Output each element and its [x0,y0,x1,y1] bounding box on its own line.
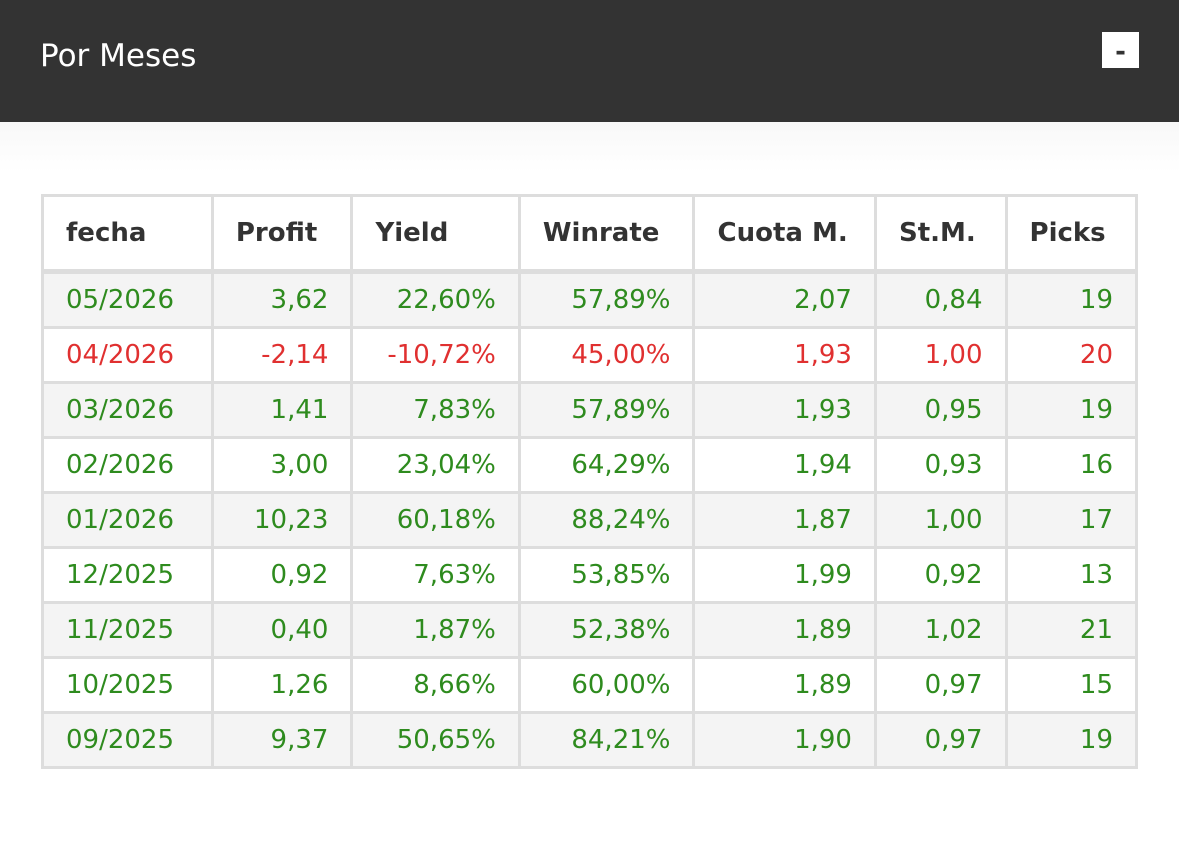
cell-cuota: 1,94 [692,436,877,494]
cell-picks: 20 [1004,326,1139,384]
cell-picks: 19 [1004,381,1139,439]
table-row: 11/2025 0,40 1,87% 52,38% 1,89 1,02 21 [41,601,1139,659]
cell-profit: 10,23 [210,491,354,549]
cell-stm: 0,84 [873,270,1008,329]
column-header-fecha[interactable]: fecha [41,194,214,274]
cell-stm: 1,00 [873,491,1008,549]
cell-picks: 21 [1004,601,1139,659]
cell-yield: 7,83% [350,381,521,439]
cell-profit: 3,62 [210,270,354,329]
cell-fecha: 03/2026 [41,381,214,439]
table-row: 10/2025 1,26 8,66% 60,00% 1,89 0,97 15 [41,656,1139,714]
cell-picks: 16 [1004,436,1139,494]
cell-cuota: 1,99 [692,546,877,604]
collapse-button[interactable]: - [1102,32,1139,68]
column-header-stm[interactable]: St.M. [873,194,1008,274]
cell-stm: 0,92 [873,546,1008,604]
cell-profit: 3,00 [210,436,354,494]
cell-winrate: 57,89% [517,381,696,439]
cell-stm: 0,95 [873,381,1008,439]
cell-fecha: 11/2025 [41,601,214,659]
cell-stm: 0,93 [873,436,1008,494]
cell-picks: 19 [1004,270,1139,329]
cell-stm: 1,00 [873,326,1008,384]
cell-stm: 0,97 [873,656,1008,714]
cell-profit: 0,40 [210,601,354,659]
cell-picks: 17 [1004,491,1139,549]
cell-winrate: 84,21% [517,711,696,769]
cell-winrate: 57,89% [517,270,696,329]
cell-fecha: 04/2026 [41,326,214,384]
cell-picks: 13 [1004,546,1139,604]
cell-yield: 50,65% [350,711,521,769]
table-row: 01/2026 10,23 60,18% 88,24% 1,87 1,00 17 [41,491,1139,549]
cell-cuota: 1,93 [692,381,877,439]
cell-fecha: 02/2026 [41,436,214,494]
cell-winrate: 64,29% [517,436,696,494]
cell-profit: 0,92 [210,546,354,604]
cell-yield: 22,60% [350,270,521,329]
table-row: 05/2026 3,62 22,60% 57,89% 2,07 0,84 19 [41,270,1139,329]
cell-winrate: 52,38% [517,601,696,659]
cell-cuota: 1,89 [692,656,877,714]
cell-stm: 1,02 [873,601,1008,659]
cell-profit: -2,14 [210,326,354,384]
column-header-profit[interactable]: Profit [210,194,354,274]
column-header-winrate[interactable]: Winrate [517,194,696,274]
table-row: 02/2026 3,00 23,04% 64,29% 1,94 0,93 16 [41,436,1139,494]
cell-winrate: 45,00% [517,326,696,384]
cell-yield: 23,04% [350,436,521,494]
table-row: 04/2026 -2,14 -10,72% 45,00% 1,93 1,00 20 [41,326,1139,384]
cell-yield: 1,87% [350,601,521,659]
table-row: 12/2025 0,92 7,63% 53,85% 1,99 0,92 13 [41,546,1139,604]
panel-title: Por Meses [40,38,197,74]
column-header-cuota[interactable]: Cuota M. [692,194,877,274]
cell-winrate: 60,00% [517,656,696,714]
table-header-row: fecha Profit Yield Winrate Cuota M. St.M… [41,194,1139,274]
cell-fecha: 09/2025 [41,711,214,769]
cell-fecha: 12/2025 [41,546,214,604]
cell-cuota: 1,93 [692,326,877,384]
cell-fecha: 05/2026 [41,270,214,329]
column-header-picks[interactable]: Picks [1004,194,1139,274]
cell-picks: 19 [1004,711,1139,769]
cell-yield: -10,72% [350,326,521,384]
panel-header: Por Meses - [0,0,1179,122]
cell-fecha: 01/2026 [41,491,214,549]
cell-cuota: 1,90 [692,711,877,769]
cell-winrate: 88,24% [517,491,696,549]
cell-cuota: 2,07 [692,270,877,329]
cell-stm: 0,97 [873,711,1008,769]
cell-winrate: 53,85% [517,546,696,604]
table-row: 03/2026 1,41 7,83% 57,89% 1,93 0,95 19 [41,381,1139,439]
cell-cuota: 1,87 [692,491,877,549]
cell-yield: 7,63% [350,546,521,604]
cell-profit: 9,37 [210,711,354,769]
cell-cuota: 1,89 [692,601,877,659]
cell-yield: 60,18% [350,491,521,549]
cell-fecha: 10/2025 [41,656,214,714]
column-header-yield[interactable]: Yield [350,194,521,274]
cell-profit: 1,26 [210,656,354,714]
cell-yield: 8,66% [350,656,521,714]
table-row: 09/2025 9,37 50,65% 84,21% 1,90 0,97 19 [41,711,1139,769]
cell-profit: 1,41 [210,381,354,439]
cell-picks: 15 [1004,656,1139,714]
monthly-stats-table: fecha Profit Yield Winrate Cuota M. St.M… [41,194,1139,769]
panel-body: fecha Profit Yield Winrate Cuota M. St.M… [0,122,1179,841]
table-body: 05/2026 3,62 22,60% 57,89% 2,07 0,84 19 04/2026… [41,270,1139,769]
